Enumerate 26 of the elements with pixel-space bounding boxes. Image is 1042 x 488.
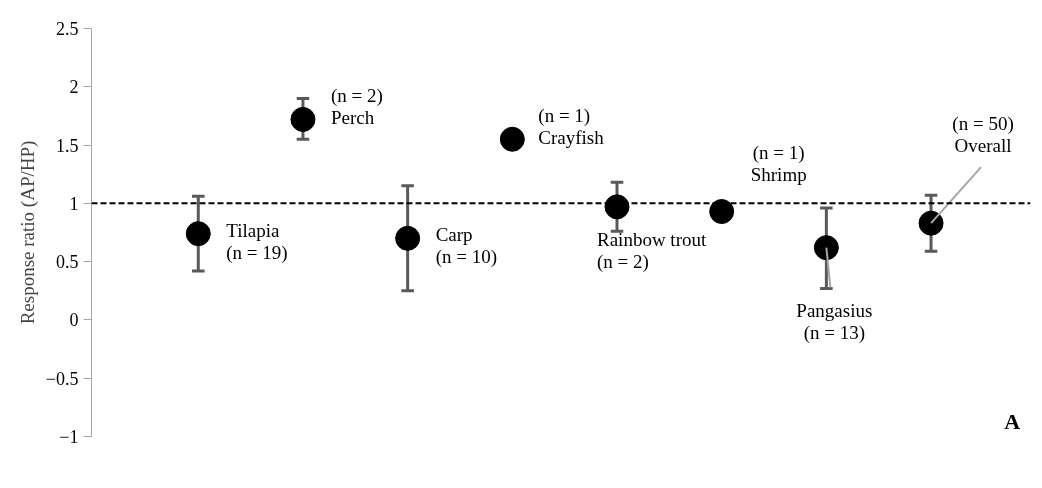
annotation: Pangasius (n = 13)	[796, 299, 873, 344]
y-tick-label: 0	[69, 310, 79, 331]
annotation: (n = 2) Perch	[330, 85, 383, 129]
y-tick-label: 0.5	[56, 252, 79, 273]
annotation: (n = 1) Crayfish	[538, 105, 605, 149]
point	[185, 221, 211, 247]
annotation: Rainbow trout (n = 2)	[597, 228, 707, 273]
annotation: A	[1004, 409, 1021, 435]
annotation: Carp (n = 10)	[435, 224, 498, 269]
y-tick-label: −0.5	[45, 368, 79, 389]
annotation: Tilapia (n = 19)	[226, 219, 288, 264]
y-tick-label: 1.5	[56, 135, 79, 156]
y-tick-label: −1	[59, 427, 79, 447]
point	[709, 199, 735, 224]
point	[499, 126, 525, 152]
y-tick-label: 1	[69, 193, 79, 214]
point	[395, 225, 421, 251]
point	[604, 194, 630, 220]
y-axis-title: Response ratio (AP/HP)	[16, 140, 39, 325]
annotation: (n = 50) Overall	[952, 113, 1014, 157]
annotation: (n = 1) Shrimp	[750, 141, 807, 185]
point	[290, 106, 316, 132]
point	[918, 210, 944, 236]
point	[813, 235, 839, 261]
y-tick-label: 2.5	[56, 19, 79, 39]
y-tick-label: 2	[69, 77, 79, 98]
